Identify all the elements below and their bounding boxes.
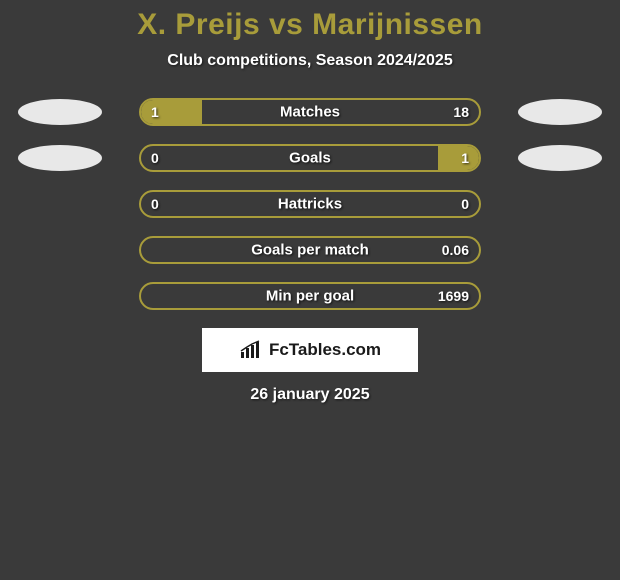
- player-right-marker: [518, 145, 602, 171]
- stat-value-right: 0.06: [442, 242, 469, 258]
- stat-bar: 118Matches: [139, 98, 481, 126]
- bars-chart-icon: [239, 340, 263, 360]
- stat-value-right: 1699: [438, 288, 469, 304]
- stat-row: 0 0Hattricks: [0, 190, 620, 218]
- stat-row: 0.06Goals per match: [0, 236, 620, 264]
- player-right-marker: [518, 99, 602, 125]
- stat-bar: 0.06Goals per match: [139, 236, 481, 264]
- stat-bar: 01Goals: [139, 144, 481, 172]
- player-left-marker: [18, 145, 102, 171]
- stat-value-right: 18: [453, 104, 469, 120]
- stat-value-left: 0: [151, 150, 159, 166]
- stat-label: Hattricks: [141, 196, 479, 213]
- source-badge-text: FcTables.com: [269, 340, 381, 360]
- stat-label: Goals per match: [141, 242, 479, 259]
- comparison-card: X. Preijs vs Marijnissen Club competitio…: [0, 0, 620, 404]
- player-left-marker: [18, 99, 102, 125]
- date-label: 26 january 2025: [0, 386, 620, 404]
- stats-list: 118Matches01Goals00Hattricks0.06Goals pe…: [0, 98, 620, 310]
- stat-bar: 1699Min per goal: [139, 282, 481, 310]
- stat-bar: 0 0Hattricks: [139, 190, 481, 218]
- stat-label: Min per goal: [141, 288, 479, 305]
- page-subtitle: Club competitions, Season 2024/2025: [0, 52, 620, 70]
- stat-label: Goals: [141, 150, 479, 167]
- stat-bar-left-fill: [141, 100, 202, 124]
- stat-row: 118Matches: [0, 98, 620, 126]
- stat-bar-right-fill: [438, 146, 479, 170]
- stat-row: 01Goals: [0, 144, 620, 172]
- stat-value-left: 0: [151, 196, 159, 212]
- source-badge: FcTables.com: [202, 328, 418, 372]
- stat-row: 1699Min per goal: [0, 282, 620, 310]
- stat-value-right: 0: [461, 196, 469, 212]
- page-title: X. Preijs vs Marijnissen: [0, 8, 620, 42]
